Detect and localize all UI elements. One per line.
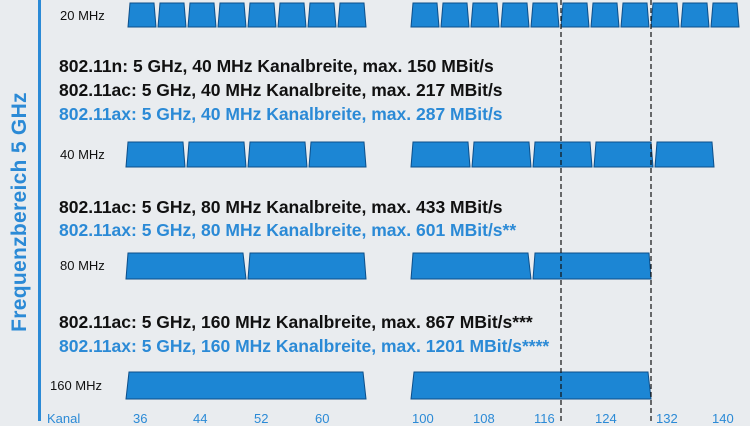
channel-block	[125, 141, 186, 168]
channel-number: 116	[534, 411, 555, 426]
channel-block	[410, 141, 471, 168]
channel-block	[247, 141, 308, 168]
channel-block	[277, 2, 307, 28]
channel-block	[710, 2, 740, 28]
channel-block	[127, 2, 157, 28]
channel-block	[471, 141, 532, 168]
channel-block	[532, 141, 593, 168]
channel-block	[410, 371, 652, 400]
width-label-160mhz: 160 MHz	[50, 378, 103, 393]
channel-block	[247, 2, 277, 28]
channel-block	[217, 2, 247, 28]
channel-row-40mhz	[125, 141, 715, 168]
channel-block	[560, 2, 590, 28]
channel-block	[620, 2, 650, 28]
channel-block	[650, 2, 680, 28]
channel-block	[590, 2, 620, 28]
channel-block	[186, 141, 247, 168]
channel-block	[470, 2, 500, 28]
heading-80211n-40mhz: 802.11n: 5 GHz, 40 MHz Kanalbreite, max.…	[59, 56, 494, 76]
channel-number: 132	[656, 411, 678, 426]
heading-80211ac-40mhz: 802.11ac: 5 GHz, 40 MHz Kanalbreite, max…	[59, 80, 503, 100]
channel-row-80mhz	[125, 252, 652, 280]
channel-number: 108	[473, 411, 495, 426]
width-label-40mhz: 40 MHz	[60, 147, 105, 162]
channel-block	[530, 2, 560, 28]
kanal-axis-label: Kanal	[47, 411, 81, 426]
channel-block	[500, 2, 530, 28]
channel-number: 60	[315, 411, 330, 426]
channel-block	[125, 371, 367, 400]
heading-80211ax-40mhz: 802.11ax: 5 GHz, 40 MHz Kanalbreite, max…	[59, 104, 503, 124]
heading-80211ax-160mhz: 802.11ax: 5 GHz, 160 MHz Kanalbreite, ma…	[59, 336, 550, 356]
width-label-20mhz: 20 MHz	[60, 8, 105, 23]
channel-block	[680, 2, 710, 28]
channel-row-20mhz	[127, 2, 740, 28]
channel-number: 124	[595, 411, 617, 426]
channel-block	[187, 2, 217, 28]
channel-block	[410, 252, 532, 280]
channel-block	[125, 252, 247, 280]
width-label-80mhz: 80 MHz	[60, 258, 105, 273]
channel-block	[157, 2, 187, 28]
channel-row-160mhz	[125, 371, 652, 400]
channel-block	[247, 252, 367, 280]
channel-block	[593, 141, 654, 168]
channel-block	[307, 2, 337, 28]
channel-number: 44	[193, 411, 208, 426]
heading-80211ac-160mhz: 802.11ac: 5 GHz, 160 MHz Kanalbreite, ma…	[59, 312, 533, 332]
channel-number: 140	[712, 411, 734, 426]
channel-block	[410, 2, 440, 28]
heading-80211ax-80mhz: 802.11ax: 5 GHz, 80 MHz Kanalbreite, max…	[59, 220, 517, 240]
channel-block	[308, 141, 367, 168]
channel-block	[337, 2, 367, 28]
channel-block	[532, 252, 652, 280]
channel-block	[654, 141, 715, 168]
channel-number: 52	[254, 411, 269, 426]
heading-80211ac-80mhz: 802.11ac: 5 GHz, 80 MHz Kanalbreite, max…	[59, 197, 503, 217]
channel-number: 100	[412, 411, 434, 426]
channel-number: 36	[133, 411, 148, 426]
channel-block	[440, 2, 470, 28]
band-divider-line	[38, 0, 41, 421]
